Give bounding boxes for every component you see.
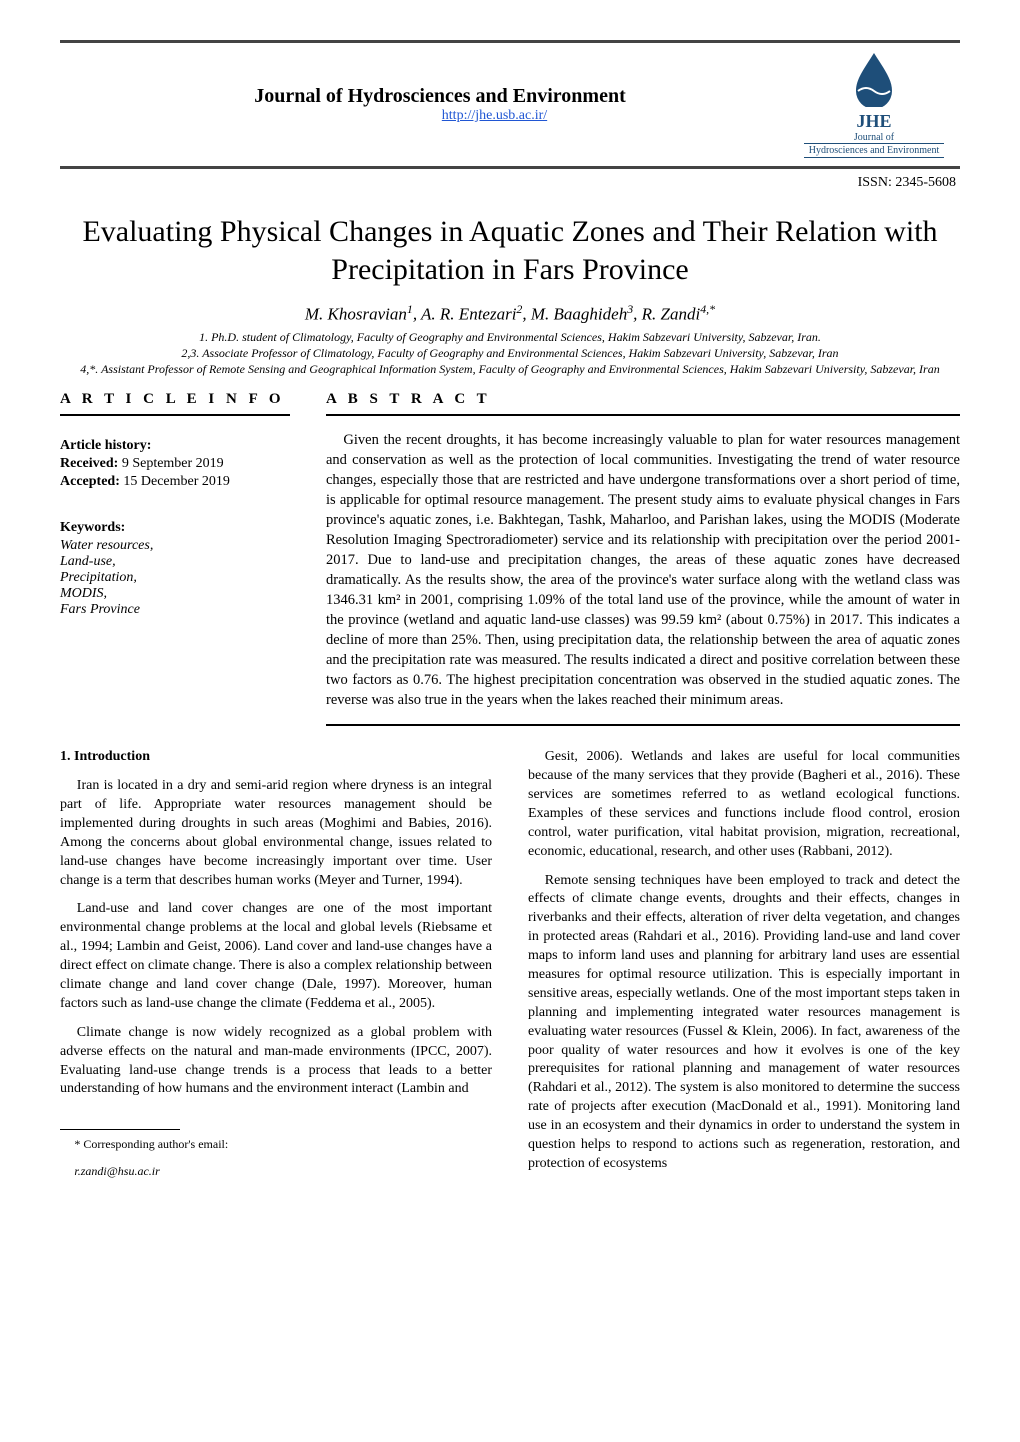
available-prefix: Available online at	[333, 108, 442, 123]
body-paragraph: Iran is located in a dry and semi-arid r…	[60, 777, 492, 890]
keywords-block: Keywords: Water resources,Land-use,Preci…	[60, 520, 290, 618]
article-title: Evaluating Physical Changes in Aquatic Z…	[70, 213, 950, 288]
available-online: Available online at http://jhe.usb.ac.ir…	[76, 108, 804, 124]
corresponding-email: r.zandi@hsu.ac.ir	[60, 1163, 492, 1179]
droplet-icon	[844, 51, 904, 107]
keywords-list: Water resources,Land-use,Precipitation,M…	[60, 538, 290, 618]
banner-left: Journal of Hydrosciences and Environment…	[76, 85, 804, 124]
authors: M. Khosravian1, A. R. Entezari2, M. Baag…	[60, 302, 960, 325]
accepted-line: Accepted: 15 December 2019	[60, 474, 290, 490]
logo-main: Hydrosciences and Environment	[804, 143, 944, 158]
body-paragraph: Land-use and land cover changes are one …	[60, 900, 492, 1013]
affiliations: 1. Ph.D. student of Climatology, Faculty…	[70, 329, 950, 378]
info-abstract-row: A R T I C L E I N F O Article history: R…	[60, 387, 960, 726]
journal-logo: JHE Journal of Hydrosciences and Environ…	[804, 51, 944, 158]
keywords-label: Keywords:	[60, 520, 290, 536]
abstract-heading: A B S T R A C T	[326, 387, 960, 416]
left-paragraphs: Iran is located in a dry and semi-arid r…	[60, 777, 492, 1099]
abstract-text: Given the recent droughts, it has become…	[326, 430, 960, 726]
received-value: 9 September 2019	[122, 456, 224, 471]
right-column: Gesit, 2006). Wetlands and lakes are use…	[528, 748, 960, 1189]
journal-url-link[interactable]: http://jhe.usb.ac.ir/	[442, 108, 547, 123]
abstract: A B S T R A C T Given the recent drought…	[326, 387, 960, 726]
journal-name: Journal of Hydrosciences and Environment	[76, 85, 804, 108]
accepted-value: 15 December 2019	[123, 474, 230, 489]
corresponding-footnote: * Corresponding author's email:	[60, 1136, 492, 1152]
right-paragraphs: Gesit, 2006). Wetlands and lakes are use…	[528, 748, 960, 1174]
footnote-star: *	[74, 1137, 80, 1151]
logo-sub: Journal of	[804, 132, 944, 143]
footnote-separator	[60, 1129, 180, 1130]
intro-heading: 1. Introduction	[60, 748, 492, 767]
issn: ISSN: 2345-5608	[60, 175, 956, 191]
left-column: 1. Introduction Iran is located in a dry…	[60, 748, 492, 1189]
received-line: Received: 9 September 2019	[60, 456, 290, 472]
history-label: Article history:	[60, 438, 290, 454]
article-info-heading: A R T I C L E I N F O	[60, 387, 290, 416]
article-info: A R T I C L E I N F O Article history: R…	[60, 387, 290, 726]
journal-banner: Journal of Hydrosciences and Environment…	[60, 40, 960, 169]
body-paragraph: Climate change is now widely recognized …	[60, 1024, 492, 1100]
article-history: Article history: Received: 9 September 2…	[60, 438, 290, 490]
body-paragraph: Remote sensing techniques have been empl…	[528, 872, 960, 1174]
body-columns: 1. Introduction Iran is located in a dry…	[60, 748, 960, 1189]
logo-abbrev: JHE	[804, 111, 944, 132]
footnote-label: Corresponding author's email:	[83, 1137, 228, 1151]
body-paragraph: Gesit, 2006). Wetlands and lakes are use…	[528, 748, 960, 861]
